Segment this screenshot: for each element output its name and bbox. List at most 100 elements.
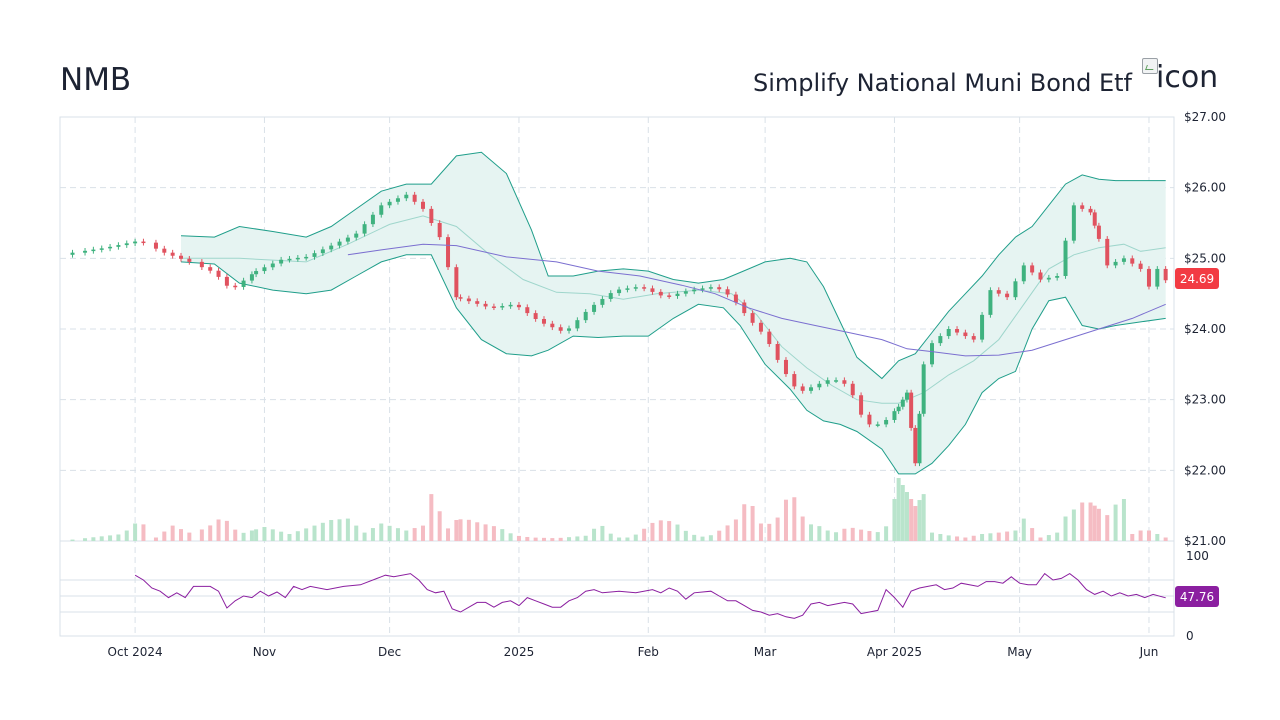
- volume-bar: [337, 519, 342, 541]
- candle-body: [116, 245, 121, 247]
- volume-bar: [1105, 515, 1110, 541]
- volume-bar: [262, 527, 267, 541]
- candle-body: [99, 248, 104, 250]
- rsi-line: [134, 572, 1166, 619]
- candle-body: [600, 298, 605, 305]
- volume-bar: [817, 526, 822, 541]
- volume-bar: [550, 538, 555, 541]
- price-tick-label: $26.00: [1184, 181, 1226, 195]
- candle-body: [809, 387, 814, 391]
- volume-bar: [921, 494, 926, 541]
- candle-body: [525, 307, 530, 314]
- candle-body: [904, 392, 909, 400]
- volume-bar: [287, 534, 292, 541]
- candle-body: [867, 414, 872, 425]
- value-badges: 24.69 47.76: [1175, 268, 1219, 607]
- volume-bar: [583, 535, 588, 541]
- candle-body: [362, 224, 367, 234]
- volume-bar: [475, 522, 480, 541]
- candle-body: [216, 270, 221, 277]
- candle-body: [971, 336, 976, 340]
- candle-body: [329, 245, 334, 250]
- candle-body: [370, 214, 375, 225]
- volume-bar: [675, 524, 680, 541]
- candle-body: [420, 201, 425, 209]
- volume-bar: [892, 499, 897, 541]
- candle-body: [124, 243, 129, 246]
- volume-bar: [592, 528, 597, 541]
- candle-body: [91, 249, 96, 252]
- volume-bar: [800, 516, 805, 541]
- volume-bar: [124, 530, 129, 541]
- volume-bar: [733, 519, 738, 541]
- volume-bar: [216, 519, 221, 541]
- candle-body: [930, 343, 935, 365]
- rsi-panel: [134, 572, 1166, 619]
- candle-body: [483, 303, 488, 307]
- candle-body: [817, 383, 822, 388]
- candle-body: [913, 427, 918, 464]
- time-tick-label: 2025: [504, 645, 535, 659]
- candle-body: [834, 380, 839, 382]
- volume-bar: [783, 499, 788, 541]
- candle-body: [825, 380, 830, 384]
- volume-bar: [295, 531, 300, 541]
- volume-bar: [1005, 531, 1010, 541]
- candle-body: [508, 304, 513, 307]
- candle-body: [1121, 258, 1126, 262]
- volume-bar: [116, 534, 121, 541]
- candle-body: [758, 322, 763, 332]
- candle-body: [1113, 261, 1118, 266]
- volume-bar: [642, 528, 647, 541]
- candle-body: [750, 313, 755, 323]
- candle-body: [946, 329, 951, 337]
- candle-body: [708, 287, 713, 289]
- candle-body: [1088, 208, 1093, 213]
- candle-body: [988, 290, 993, 315]
- volume-bar: [354, 525, 359, 541]
- volume-bar: [466, 519, 471, 541]
- candle-body: [254, 271, 259, 275]
- candle-body: [617, 289, 622, 294]
- axes: $27.00 $26.00 $25.00 $24.00 $23.00 $22.00 $21.…: [108, 110, 1226, 659]
- candle-body: [1063, 240, 1068, 276]
- volume-bar: [1046, 535, 1051, 541]
- volume-bar: [859, 529, 864, 541]
- fund-logo-icon: icon: [1142, 58, 1224, 98]
- candle-body: [337, 241, 342, 246]
- candle-body: [683, 291, 688, 294]
- volume-bar: [108, 535, 113, 541]
- candle-body: [633, 287, 638, 289]
- time-tick-label: Apr 2025: [867, 645, 922, 659]
- bollinger-upper-line: [180, 151, 1166, 380]
- rsi-tick-label: 100: [1186, 549, 1209, 563]
- candle-body: [938, 336, 943, 344]
- volume-bar: [404, 530, 409, 541]
- volume-bar: [558, 537, 563, 541]
- price-tick-label: $23.00: [1184, 393, 1226, 407]
- candle-body: [162, 248, 167, 253]
- volume-bar: [70, 539, 75, 541]
- volume-bar: [458, 519, 463, 541]
- grid-lines: [59, 116, 1175, 637]
- volume-bar: [491, 526, 496, 541]
- candle-body: [567, 328, 572, 331]
- bollinger-band-area: [181, 152, 1166, 474]
- volume-bar: [625, 537, 630, 541]
- volume-bar: [700, 536, 705, 541]
- candle-body: [650, 288, 655, 292]
- volume-bar: [683, 530, 688, 541]
- volume-bar: [792, 497, 797, 541]
- volume-bar: [249, 530, 254, 541]
- candle-body: [404, 194, 409, 199]
- candle-body: [108, 246, 113, 249]
- volume-bar: [412, 528, 417, 541]
- candle-body: [345, 237, 350, 242]
- volume-bar: [379, 523, 384, 541]
- candle-body: [859, 395, 864, 415]
- candle-body: [1030, 265, 1035, 273]
- candle-body: [475, 301, 480, 304]
- time-tick-label: Oct 2024: [108, 645, 163, 659]
- volume-bar: [988, 533, 993, 541]
